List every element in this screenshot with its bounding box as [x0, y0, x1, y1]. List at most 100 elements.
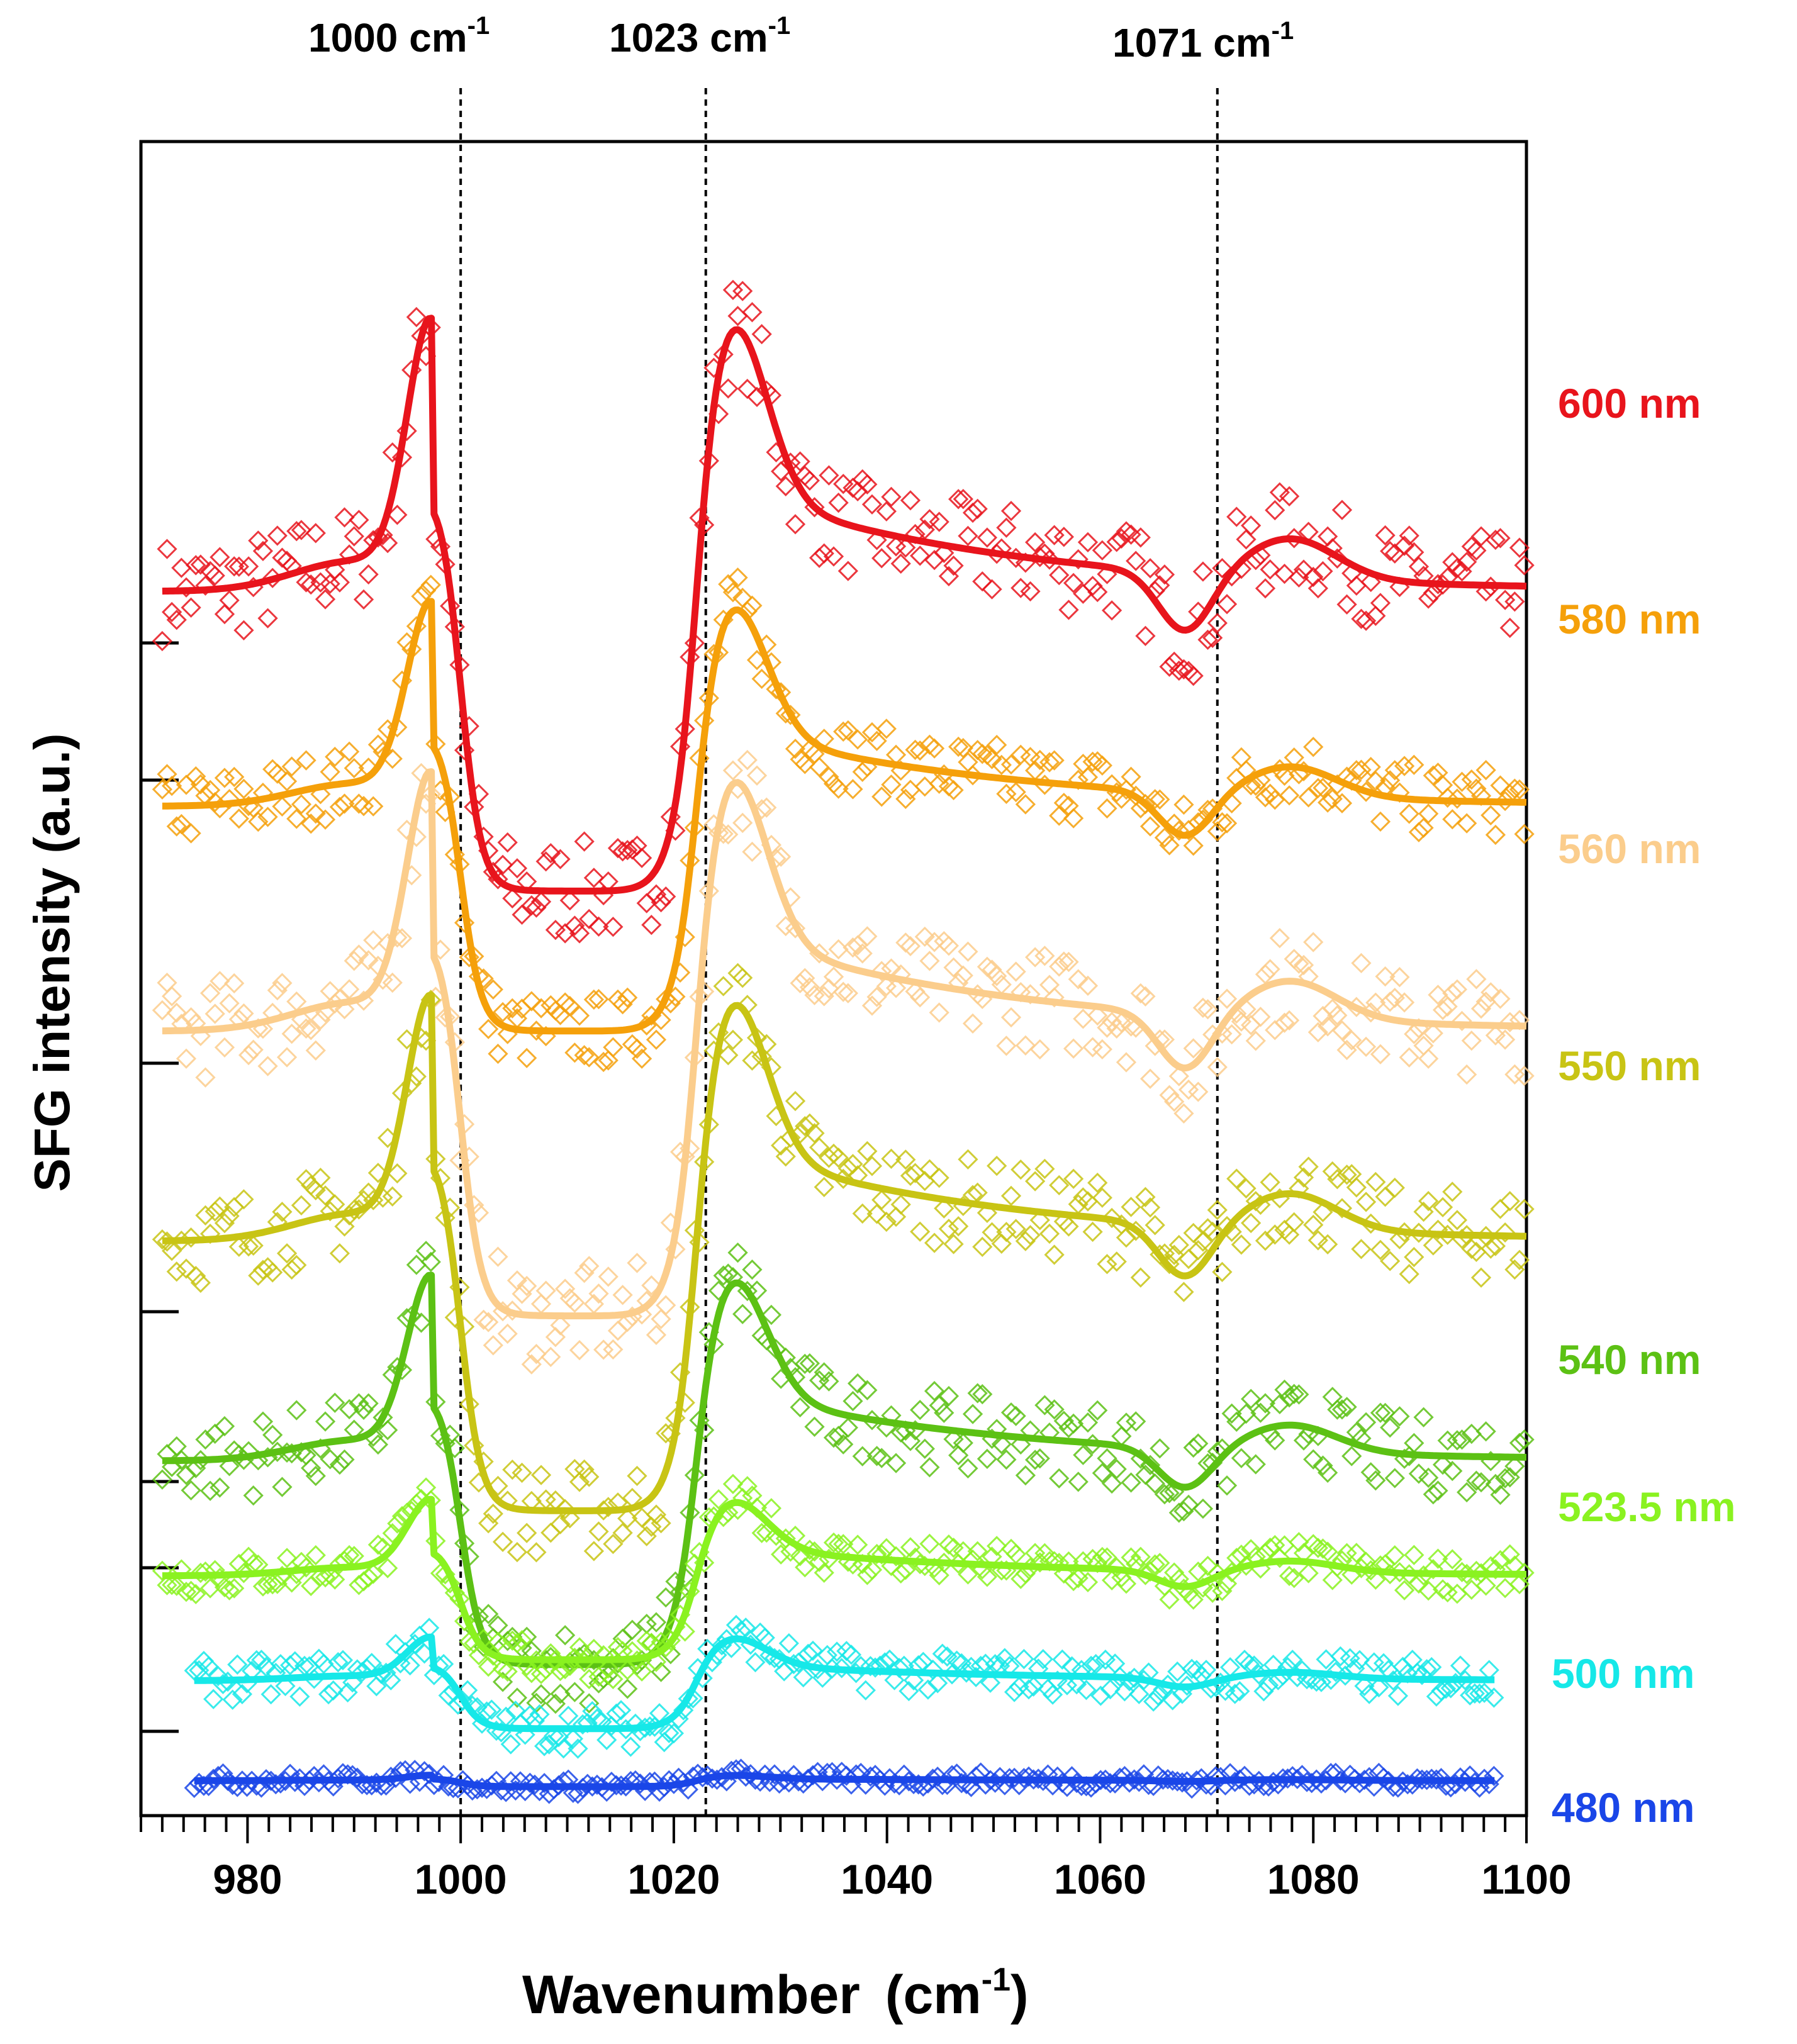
data-point [1404, 1544, 1425, 1565]
data-point [248, 530, 269, 551]
data-point [272, 1477, 293, 1497]
data-point [1514, 1065, 1535, 1086]
data-point [1284, 528, 1304, 549]
data-point [596, 1729, 617, 1750]
data-point [325, 1569, 345, 1590]
data-point [181, 823, 201, 844]
data-point [1188, 1081, 1209, 1102]
data-point [1173, 659, 1194, 679]
data-point [483, 979, 503, 1000]
data-point [457, 1680, 478, 1701]
data-point [1212, 557, 1233, 579]
data-point [564, 1682, 585, 1702]
data-point [1370, 1239, 1391, 1260]
data-point [1150, 1553, 1170, 1573]
data-point [876, 1211, 897, 1232]
data-point [540, 1346, 561, 1368]
data-point [325, 1392, 345, 1413]
data-point [166, 610, 187, 630]
data-point [1282, 1650, 1303, 1670]
data-point [612, 841, 633, 862]
data-point [866, 730, 887, 751]
data-point [1504, 591, 1525, 612]
data-point [938, 1219, 960, 1239]
data-point [329, 988, 350, 1009]
fit-line [161, 1271, 1528, 1668]
data-point [1466, 540, 1487, 561]
data-point [1192, 1498, 1214, 1519]
data-point [1101, 774, 1122, 795]
data-point [982, 959, 1002, 980]
data-point [871, 786, 892, 807]
data-point [1408, 822, 1430, 842]
data-point [478, 1312, 499, 1332]
data-point [1359, 1767, 1380, 1787]
data-point [1418, 1580, 1439, 1601]
x-tick-label: 1000 [415, 1856, 507, 1902]
data-point [1360, 1462, 1381, 1483]
data-point [938, 1534, 960, 1555]
data-point [732, 968, 753, 988]
data-point [1092, 1187, 1112, 1208]
data-point [233, 1003, 254, 1024]
data-point [1073, 1444, 1094, 1465]
data-point [1195, 1660, 1217, 1680]
data-point [1450, 1655, 1471, 1676]
data-point [612, 994, 633, 1015]
data-point [1197, 629, 1218, 651]
data-point [982, 749, 1002, 769]
data-point [718, 1045, 739, 1066]
data-point [1097, 1254, 1117, 1275]
data-point [764, 1764, 785, 1785]
data-point [1375, 966, 1396, 987]
data-series [152, 279, 1535, 1804]
data-point [837, 983, 858, 1003]
data-point [454, 912, 475, 933]
data-point [967, 1541, 988, 1561]
data-point [1010, 744, 1031, 765]
data-point [1014, 1648, 1034, 1670]
annotation-1000: 1000 cm-1 [308, 12, 490, 60]
data-point [1307, 1230, 1328, 1251]
data-point [521, 895, 542, 916]
data-point [430, 536, 451, 557]
data-point [1389, 967, 1410, 988]
data-point [1499, 1544, 1520, 1565]
data-point [1457, 1482, 1477, 1503]
data-point [1116, 779, 1137, 800]
data-point [1404, 542, 1425, 562]
data-point [1355, 1036, 1377, 1058]
data-point [1292, 1765, 1313, 1785]
data-point [718, 824, 739, 845]
data-point [775, 1146, 796, 1167]
data-point [176, 1048, 197, 1069]
data-point [530, 1465, 552, 1485]
data-point [881, 1148, 902, 1169]
data-point [953, 965, 973, 986]
data-point [828, 492, 849, 513]
data-point [1207, 1057, 1228, 1078]
data-point [181, 1580, 201, 1601]
data-point [396, 420, 417, 442]
data-point [855, 1680, 876, 1701]
data-point [301, 574, 322, 595]
data-point [1231, 1544, 1252, 1565]
data-point [722, 1473, 744, 1494]
data-point [1028, 1768, 1049, 1789]
data-point [219, 1205, 240, 1226]
data-point [1167, 1661, 1188, 1682]
data-point [507, 1687, 528, 1708]
data-point [233, 778, 254, 800]
data-point [1279, 1010, 1300, 1031]
data-point [502, 1630, 523, 1651]
data-point [1047, 1766, 1068, 1787]
data-point [1226, 506, 1247, 527]
data-point [248, 1265, 269, 1286]
data-point [1303, 932, 1324, 952]
data-point [1255, 1231, 1276, 1251]
data-point [1370, 1402, 1391, 1423]
data-point [1000, 1007, 1022, 1028]
data-point [1509, 537, 1530, 558]
data-point [1466, 1470, 1487, 1491]
data-point [603, 917, 624, 937]
